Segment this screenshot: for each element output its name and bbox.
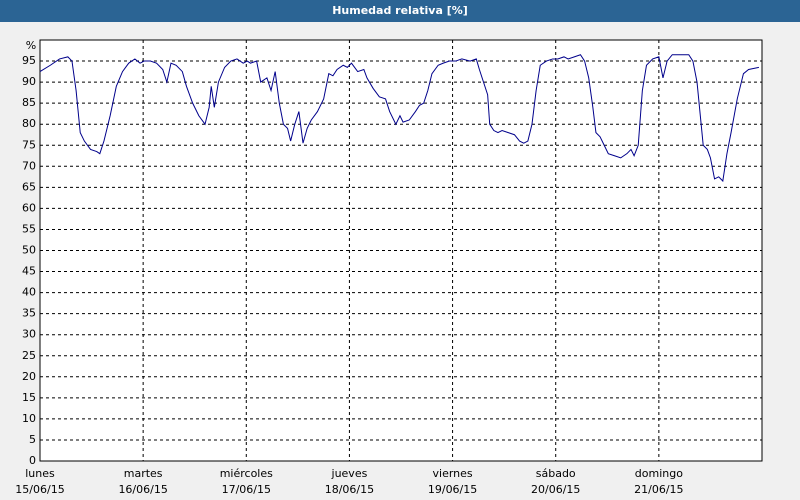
y-tick-label: 50 (22, 244, 36, 257)
x-tick-label: sábado (536, 467, 576, 480)
y-tick-label: 90 (22, 75, 36, 88)
y-tick-label: 95 (22, 54, 36, 67)
y-tick-label: 5 (29, 433, 36, 446)
y-tick-label: 55 (22, 222, 36, 235)
x-tick-label: jueves (331, 467, 368, 480)
y-tick-label: 25 (22, 349, 36, 362)
x-tick-label: lunes (25, 467, 55, 480)
y-tick-label: 65 (22, 180, 36, 193)
x-tick-date: 18/06/15 (325, 483, 374, 496)
y-axis-label: % (26, 39, 36, 52)
x-tick-date: 16/06/15 (118, 483, 167, 496)
y-tick-label: 80 (22, 117, 36, 130)
y-tick-label: 15 (22, 391, 36, 404)
y-tick-label: 10 (22, 412, 36, 425)
y-tick-label: 70 (22, 159, 36, 172)
y-tick-label: 40 (22, 286, 36, 299)
plot-frame (39, 39, 763, 462)
y-tick-label: 60 (22, 201, 36, 214)
title-bar (0, 0, 800, 22)
x-tick-label: viernes (433, 467, 473, 480)
x-tick-date: 15/06/15 (15, 483, 64, 496)
line (39, 54, 760, 183)
y-tick-label: 85 (22, 96, 36, 109)
x-tick-label: martes (124, 467, 163, 480)
y-tick-label: 30 (22, 328, 36, 341)
y-tick-label: 0 (29, 454, 36, 467)
x-tick-date: 19/06/15 (428, 483, 477, 496)
x-tick-date: 20/06/15 (531, 483, 580, 496)
y-tick-label: 75 (22, 138, 36, 151)
x-tick-label: miércoles (220, 467, 273, 480)
chart-title: Humedad relativa [%] (332, 4, 468, 17)
x-tick-date: 21/06/15 (634, 483, 683, 496)
y-tick-label: 35 (22, 307, 36, 320)
y-tick-label: 20 (22, 370, 36, 383)
x-tick-date: 17/06/15 (222, 483, 271, 496)
y-tick-label: 45 (22, 265, 36, 278)
x-tick-label: domingo (635, 467, 683, 480)
